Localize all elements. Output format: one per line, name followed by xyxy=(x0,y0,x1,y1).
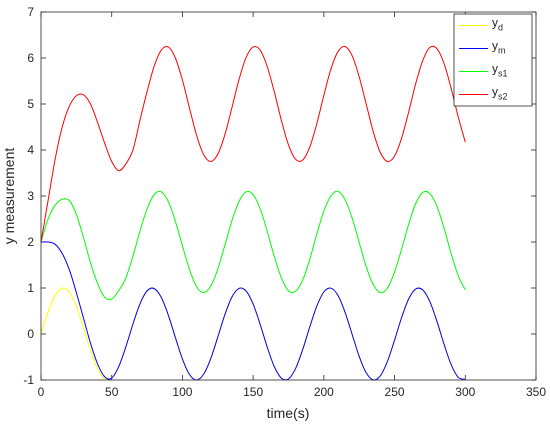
axes-box xyxy=(40,11,537,381)
y-tick-label: 7 xyxy=(27,5,34,19)
series-line xyxy=(40,241,466,381)
y-tick-label: 2 xyxy=(27,235,34,249)
y-tick-label: -1 xyxy=(23,373,34,387)
y-tick-label: 4 xyxy=(27,143,34,157)
x-tick-label: 250 xyxy=(385,385,405,399)
y-tick-label: 0 xyxy=(27,327,34,341)
x-tick-label: 300 xyxy=(455,385,475,399)
y-tick-label: 1 xyxy=(27,281,34,295)
x-tick-label: 100 xyxy=(172,385,192,399)
y-tick-label: 6 xyxy=(27,51,34,65)
legend-box xyxy=(453,13,533,107)
legend-label: ys1 xyxy=(492,62,508,79)
series-line xyxy=(40,45,466,243)
x-tick-label: 150 xyxy=(243,385,263,399)
legend-label: ym xyxy=(492,39,506,56)
x-tick-label: 50 xyxy=(105,385,119,399)
y-tick-label: 3 xyxy=(27,189,34,203)
y-tick-label: 5 xyxy=(27,97,34,111)
x-tick-label: 200 xyxy=(314,385,334,399)
x-tick-label: 0 xyxy=(38,385,45,399)
plot-area xyxy=(40,11,537,381)
y-axis-label: y measurement xyxy=(1,148,17,245)
legend-label: ys2 xyxy=(492,85,508,102)
legend-label: yd xyxy=(492,16,503,33)
x-axis-label: time(s) xyxy=(267,405,310,421)
legend: yd ym ys1 ys2 xyxy=(453,13,533,107)
series-line xyxy=(40,190,466,301)
x-tick-label: 350 xyxy=(526,385,546,399)
